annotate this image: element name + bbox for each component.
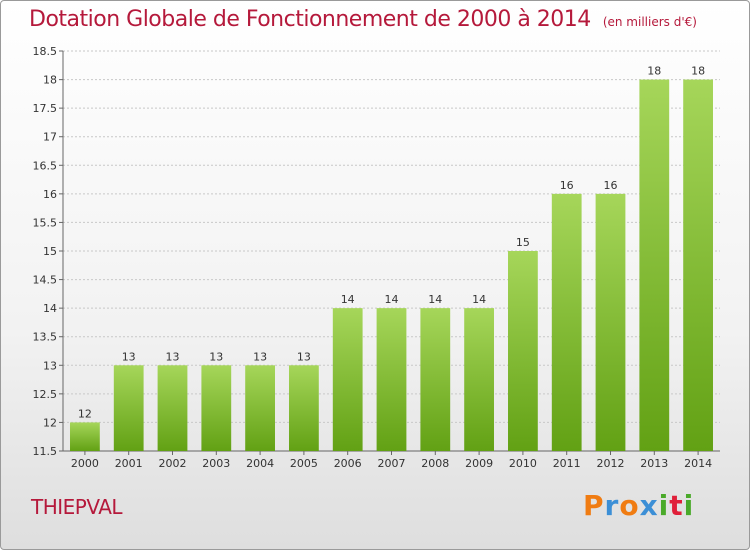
bar <box>157 365 188 451</box>
data-label: 16 <box>560 179 574 192</box>
bar <box>289 365 319 451</box>
bar <box>245 365 275 451</box>
logo-letter: i <box>658 489 670 522</box>
y-tick-label: 14.5 <box>33 274 58 287</box>
y-tick-label: 12 <box>43 416 57 429</box>
data-label: 13 <box>122 350 136 363</box>
proxiti-logo: Proxiti <box>583 489 694 522</box>
bar <box>595 193 626 451</box>
bar <box>201 365 232 451</box>
x-tick-label: 2004 <box>246 457 274 470</box>
data-label: 16 <box>604 179 618 192</box>
x-tick-label: 2012 <box>597 457 625 470</box>
y-tick-label: 12.5 <box>33 388 58 401</box>
bar <box>332 308 363 451</box>
x-tick-label: 2005 <box>290 457 318 470</box>
x-tick-label: 2006 <box>334 457 362 470</box>
data-label: 14 <box>385 293 399 306</box>
bar <box>113 365 144 451</box>
x-tick-label: 2011 <box>553 457 581 470</box>
y-tick-label: 11.5 <box>33 445 58 458</box>
chart-subtitle: (en milliers d'€) <box>602 15 697 29</box>
data-label: 13 <box>297 350 311 363</box>
y-tick-label: 18 <box>43 74 57 87</box>
x-tick-label: 2000 <box>71 457 99 470</box>
data-label: 18 <box>647 65 661 78</box>
commune-name: THIEPVAL <box>31 495 123 519</box>
bars <box>70 79 713 452</box>
data-label: 14 <box>341 293 355 306</box>
chart-title-text: Dotation Globale de Fonctionnement de 20… <box>29 7 591 32</box>
logo-letter: i <box>683 489 695 522</box>
x-tick-label: 2001 <box>115 457 143 470</box>
data-label: 13 <box>209 350 223 363</box>
data-label: 18 <box>691 65 705 78</box>
data-label: 12 <box>78 407 92 420</box>
logo-letter: P <box>583 489 605 522</box>
x-tick-label: 2013 <box>640 457 668 470</box>
y-tick-label: 14 <box>43 302 57 315</box>
x-tick-label: 2008 <box>421 457 449 470</box>
data-label: 14 <box>428 293 442 306</box>
y-tick-label: 16 <box>43 188 57 201</box>
y-tick-label: 13.5 <box>33 331 58 344</box>
y-tick-label: 16.5 <box>33 159 58 172</box>
x-tick-label: 2010 <box>509 457 537 470</box>
logo-letter: r <box>604 489 620 522</box>
bar <box>508 251 538 451</box>
x-tick-label: 2002 <box>159 457 187 470</box>
labels: 12 2000 13 2001 13 2002 13 2003 13 2004 13 2005 14 20… <box>71 65 712 470</box>
x-tick-label: 2014 <box>684 457 712 470</box>
data-label: 14 <box>472 293 486 306</box>
bar <box>376 308 407 451</box>
y-tick-label: 17.5 <box>33 102 58 115</box>
data-label: 15 <box>516 236 530 249</box>
data-label: 13 <box>253 350 267 363</box>
bar <box>551 193 582 451</box>
y-tick-label: 17 <box>43 131 57 144</box>
logo-letter: o <box>619 489 640 522</box>
y-tick-label: 15 <box>43 245 57 258</box>
bar <box>70 422 100 451</box>
bar <box>420 308 451 451</box>
y-tick-label: 15.5 <box>33 216 58 229</box>
y-tick-label: 18.5 <box>33 45 58 58</box>
logo-letter: x <box>639 489 659 522</box>
y-tick-label: 13 <box>43 359 57 372</box>
data-label: 13 <box>166 350 180 363</box>
bar <box>639 79 670 452</box>
bar <box>464 308 494 451</box>
bar <box>683 79 713 452</box>
chart-title: Dotation Globale de Fonctionnement de 20… <box>29 7 697 32</box>
x-tick-label: 2003 <box>202 457 230 470</box>
x-tick-label: 2009 <box>465 457 493 470</box>
logo-letter: t <box>669 489 684 522</box>
x-tick-label: 2007 <box>378 457 406 470</box>
